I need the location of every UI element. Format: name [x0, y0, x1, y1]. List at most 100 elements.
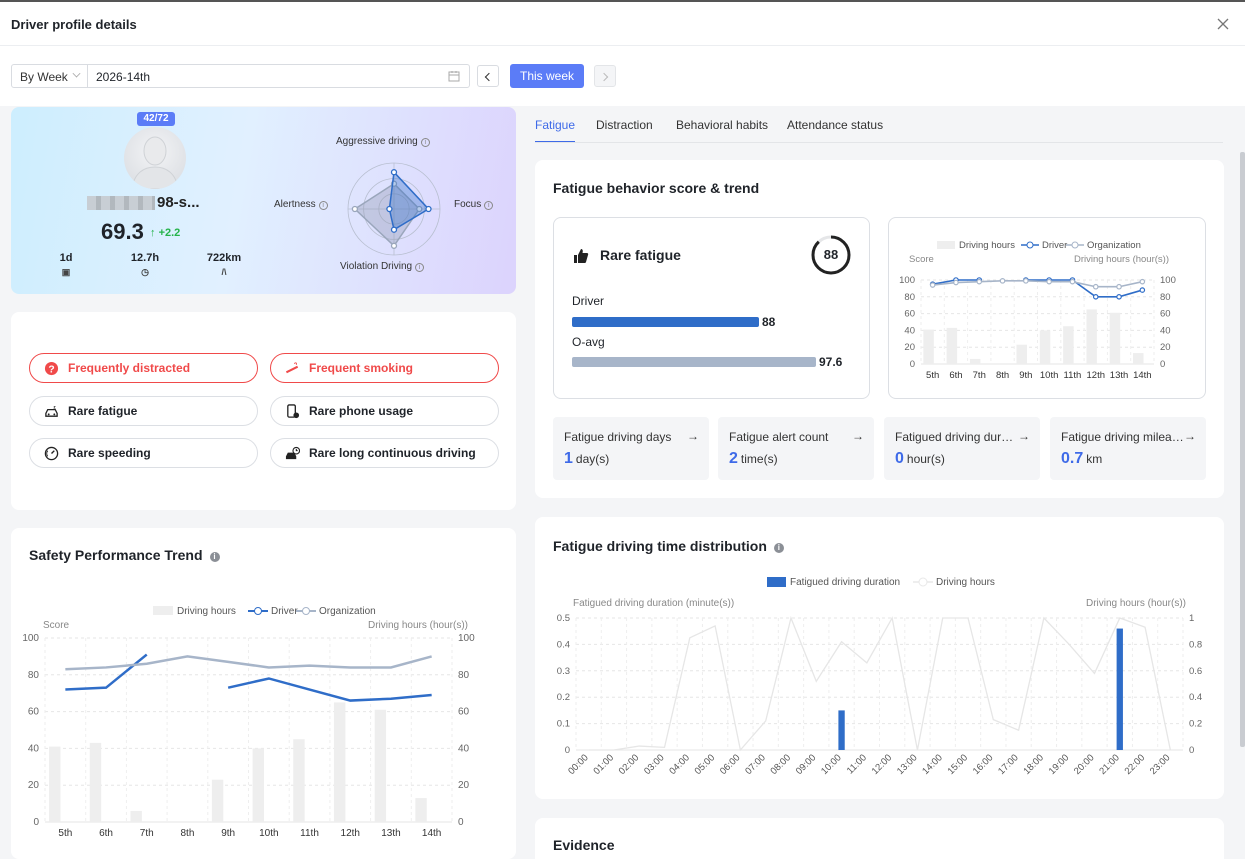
- y-tick-label: 80: [28, 670, 40, 681]
- avatar: [124, 127, 186, 189]
- legend-swatch: [937, 241, 955, 249]
- bar: [211, 779, 224, 822]
- time-distribution-card: Fatigue driving time distribution i Fatig…: [535, 517, 1224, 799]
- series-line: [65, 655, 432, 671]
- driver-score: 69.3: [101, 219, 144, 244]
- y-axis-title: Fatigued driving duration (minute(s)): [573, 598, 734, 609]
- series-line: [588, 615, 1171, 752]
- legend-label: Fatigued driving duration: [790, 577, 900, 588]
- y-tick-label: 20: [28, 780, 40, 791]
- y2-tick-label: 0.2: [1189, 719, 1202, 730]
- bar: [293, 739, 305, 822]
- arrow-right-icon: →: [1184, 429, 1196, 443]
- y-tick-label: 80: [904, 292, 915, 303]
- y-tick-label: 0.3: [557, 666, 570, 677]
- legend-swatch: [918, 577, 928, 587]
- evidence-title: Evidence: [553, 837, 615, 853]
- y2-tick-label: 1: [1189, 613, 1194, 624]
- tab-distraction[interactable]: Distraction: [596, 118, 653, 132]
- thumbs-up-icon: [574, 249, 589, 263]
- bar: [252, 748, 264, 822]
- previous-week-button[interactable]: [477, 65, 499, 87]
- y2-tick-label: 100: [458, 633, 475, 644]
- close-icon[interactable]: [1215, 16, 1231, 32]
- bar: [1039, 330, 1051, 364]
- kpi-fatigue-mileage[interactable]: Fatigue driving mileage → 0.7 km: [1050, 417, 1206, 480]
- fatigue-summary: Rare fatigue 88 Driver 88 O-avg 97.6: [553, 217, 870, 399]
- kpi-fatigue-duration[interactable]: Fatigued driving durat... → 0 hour(s): [884, 417, 1040, 480]
- line-point: [953, 279, 959, 286]
- radar-label-left: Alertness i: [274, 199, 328, 210]
- x-tick-label: 14th: [422, 828, 441, 839]
- driver-score-bar: [572, 317, 759, 327]
- car-fatigue-icon: z: [45, 405, 58, 417]
- legend-swatch: [153, 606, 173, 615]
- arrow-right-icon: →: [852, 429, 864, 443]
- info-icon: i: [484, 201, 494, 210]
- habit-tag: ? Frequently distracted: [29, 353, 258, 383]
- kpi-fatigue-days[interactable]: Fatigue driving days → 1 day(s): [553, 417, 709, 480]
- chevron-down-icon: [72, 69, 81, 78]
- habit-tag: Rare speeding: [29, 438, 258, 468]
- x-tick-label: 08:00: [769, 752, 794, 777]
- bar: [969, 358, 981, 364]
- x-tick-label: 13th: [381, 828, 400, 839]
- period-select[interactable]: By Week: [11, 64, 88, 88]
- info-icon: i: [209, 552, 220, 562]
- scrollbar[interactable]: [1240, 152, 1245, 747]
- legend-swatch: [254, 607, 262, 615]
- tab-attendance-status[interactable]: Attendance status: [787, 118, 884, 132]
- x-tick-label: 11:00: [845, 752, 869, 776]
- y-tick-label: 100: [899, 275, 915, 286]
- left-column: 42/72 98-s... 69.3 ↑ +2.2 1d ▣ 12.7h ◷ 722…: [0, 106, 527, 859]
- y2-tick-label: 20: [458, 780, 470, 791]
- x-tick-label: 23:00: [1148, 752, 1173, 777]
- y-tick-label: 0.4: [557, 639, 570, 650]
- habit-tag: z Rare fatigue: [29, 396, 258, 426]
- y-axis-title: Score: [43, 620, 70, 631]
- bar: [946, 327, 958, 364]
- legend-swatch: [1071, 241, 1079, 249]
- tab-fatigue[interactable]: Fatigue: [535, 118, 576, 143]
- x-tick-label: 10:00: [819, 752, 844, 777]
- period-select-value: By Week: [20, 70, 68, 84]
- legend-swatch: [767, 577, 786, 587]
- bar: [1063, 326, 1074, 364]
- rank-badge: 42/72: [137, 112, 175, 126]
- date-value: 2026-14th: [96, 70, 151, 84]
- phone-icon: [287, 404, 300, 419]
- clock-icon: ◷: [141, 267, 149, 277]
- bar: [130, 810, 142, 822]
- fatigue-score-card: Fatigue behavior score & trend Rare fati…: [535, 160, 1224, 498]
- line-point: [1092, 283, 1099, 290]
- y2-tick-label: 0.4: [1189, 692, 1202, 703]
- line-point: [1092, 294, 1099, 300]
- bar: [1116, 628, 1123, 750]
- kpi-fatigue-alerts[interactable]: Fatigue alert count → 2 time(s): [718, 417, 874, 480]
- calendar-icon: [448, 71, 460, 82]
- date-picker[interactable]: 2026-14th: [87, 64, 470, 88]
- y2-tick-label: 0: [458, 817, 464, 828]
- y-tick-label: 20: [904, 342, 915, 353]
- x-tick-label: 04:00: [667, 752, 692, 777]
- y2-tick-label: 0.6: [1189, 666, 1202, 677]
- y-tick-label: 0.2: [557, 692, 570, 703]
- radar-driver-area-point: [386, 205, 393, 213]
- x-tick-label: 19:00: [1047, 752, 1072, 777]
- safety-trend-card: Safety Performance Trend i Driving hours D…: [11, 528, 516, 859]
- radar-driver-area: [388, 170, 430, 231]
- next-week-button[interactable]: [594, 65, 616, 87]
- y2-axis-title: Driving hours (hour(s)): [368, 620, 468, 631]
- x-tick-label: 07:00: [743, 752, 768, 777]
- y2-tick-label: 0.8: [1189, 639, 1202, 650]
- bar: [838, 710, 845, 750]
- this-week-button[interactable]: This week: [510, 64, 584, 88]
- y-tick-label: 0: [33, 817, 39, 828]
- bar: [89, 742, 102, 822]
- x-tick-label: 16:00: [971, 752, 996, 777]
- legend-label: Driving hours: [936, 577, 995, 588]
- y-tick-label: 60: [28, 707, 40, 718]
- arrow-right-icon: →: [1018, 429, 1030, 443]
- x-tick-label: 7th: [140, 828, 154, 839]
- tab-behavioral-habits[interactable]: Behavioral habits: [676, 118, 769, 132]
